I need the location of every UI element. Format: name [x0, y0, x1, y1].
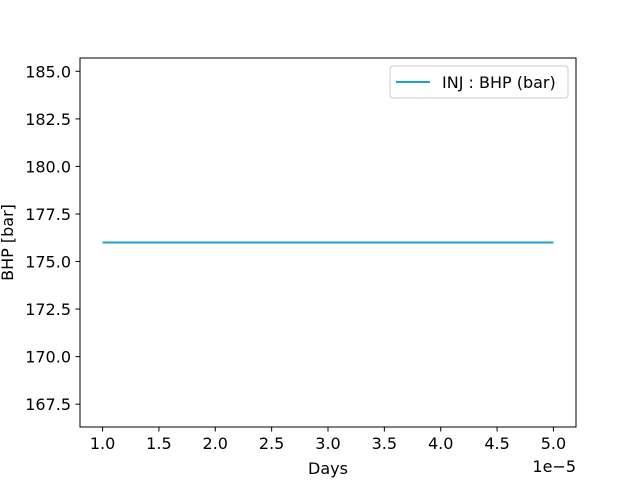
y-tick-label: 185.0	[25, 62, 71, 81]
x-axis-offset-label: 1e−5	[532, 457, 576, 476]
y-tick-label: 175.0	[25, 253, 71, 272]
y-axis-ticks: 167.5 170.0 172.5 175.0 177.5 180.0 182.5 185.0	[25, 62, 80, 414]
x-tick-label: 1.5	[146, 434, 171, 453]
legend: INJ : BHP (bar)	[389, 65, 569, 99]
legend-entry-label: INJ : BHP (bar)	[442, 73, 556, 92]
x-tick-label: 4.0	[428, 434, 453, 453]
x-tick-label: 3.0	[315, 434, 340, 453]
x-tick-label: 5.0	[541, 434, 566, 453]
y-tick-label: 177.5	[25, 205, 71, 224]
x-tick-label: 3.5	[372, 434, 397, 453]
y-tick-label: 170.0	[25, 348, 71, 367]
legend-box	[389, 65, 569, 99]
x-axis-label: Days	[308, 459, 348, 478]
y-tick-label: 167.5	[25, 395, 71, 414]
y-tick-label: 180.0	[25, 157, 71, 176]
x-tick-label: 1.0	[90, 434, 115, 453]
x-tick-label: 2.0	[203, 434, 228, 453]
y-tick-label: 182.5	[25, 110, 71, 129]
x-tick-label: 4.5	[484, 434, 509, 453]
y-tick-label: 172.5	[25, 300, 71, 319]
x-axis-ticks: 1.0 1.5 2.0 2.5 3.0 3.5 4.0 4.5 5.0	[90, 427, 566, 453]
x-tick-label: 2.5	[259, 434, 284, 453]
y-axis-label: BHP [bar]	[0, 204, 17, 281]
